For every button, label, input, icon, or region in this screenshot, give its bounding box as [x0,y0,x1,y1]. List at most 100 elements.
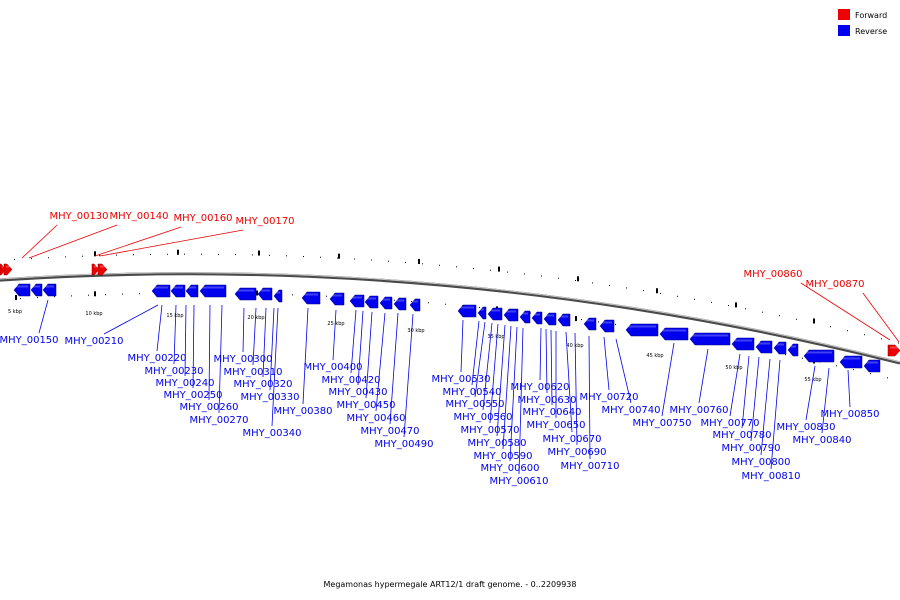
gene-label[interactable]: MHY_00620 [510,382,569,393]
gene-label[interactable]: MHY_00720 [579,392,638,403]
gene-label[interactable]: MHY_00320 [233,379,292,390]
gene-label[interactable]: MHY_00850 [820,409,879,420]
gene-label[interactable]: MHY_00530 [431,374,490,385]
reverse-gene-feature [599,319,615,333]
gene-label[interactable]: MHY_00780 [712,430,771,441]
gene-label[interactable]: MHY_00490 [374,439,433,450]
gene-label[interactable]: MHY_00710 [560,461,619,472]
ruler-dot [37,297,38,299]
gene-label[interactable]: MHY_00330 [240,392,299,403]
gene-label[interactable]: MHY_00400 [303,362,362,373]
ruler-dot [626,287,627,289]
gene-label[interactable]: MHY_00550 [445,399,504,410]
gene-label[interactable]: MHY_00310 [223,367,282,378]
ruler-dot [371,259,372,261]
forward-gene-feature [91,263,100,276]
gene-leader-line [38,299,49,334]
ruler-major-tick [577,276,579,282]
gene-label[interactable]: MHY_00610 [489,476,548,487]
gene-label[interactable]: MHY_00430 [328,387,387,398]
gene-label[interactable]: MHY_00740 [601,405,660,416]
gene-leader-line [365,311,373,399]
gene-label[interactable]: MHY_00270 [189,415,248,426]
reverse-gene-feature [273,289,283,303]
ruler-dot [473,267,474,269]
ruler-major-tick [338,253,340,259]
gene-label[interactable]: MHY_00750 [632,418,691,429]
gene-label[interactable]: MHY_00340 [242,428,301,439]
gene-label[interactable]: MHY_00650 [526,420,585,431]
ruler-dot [116,254,117,256]
forward-gene-feature [0,263,7,276]
ruler-dot [575,280,576,282]
gene-feature-shine [154,286,168,289]
legend-forward-label: Forward [855,11,887,20]
ruler-dot [105,294,106,296]
gene-label[interactable]: MHY_00570 [460,425,519,436]
ruler-dot [133,254,134,256]
gene-label[interactable]: MHY_00840 [792,435,851,446]
gene-label[interactable]: MHY_00590 [473,451,532,462]
gene-label[interactable]: MHY_00460 [346,413,405,424]
gene-label[interactable]: MHY_00860 [743,269,802,280]
gene-leader-line [821,367,830,434]
gene-label[interactable]: MHY_00640 [522,407,581,418]
gene-feature-shine [602,321,612,324]
gene-label[interactable]: MHY_00470 [360,426,419,437]
reverse-gene-feature [393,297,407,311]
gene-label[interactable]: MHY_00540 [442,387,501,398]
gene-feature-shine [560,315,568,318]
gene-label[interactable]: MHY_00210 [64,336,123,347]
ruler-dot [592,282,593,284]
ruler-dot [184,253,185,255]
gene-label[interactable]: MHY_00150 [0,335,59,346]
ruler-dot [507,271,508,273]
gene-label[interactable]: MHY_00810 [741,471,800,482]
gene-label[interactable]: MHY_00300 [213,354,272,365]
gene-leader-line [99,229,244,257]
gene-label[interactable]: MHY_00630 [517,395,576,406]
gene-label-lines [21,224,900,475]
gene-feature-shine [237,289,254,292]
reverse-gene-feature [477,306,487,320]
forward-gene-feature [3,263,13,276]
gene-leader-line [509,326,518,462]
ruler-dot [82,255,83,257]
reverse-gene-feature [234,287,257,301]
gene-label[interactable]: MHY_00250 [163,390,222,401]
gene-label[interactable]: MHY_00420 [321,375,380,386]
gene-label[interactable]: MHY_00670 [542,434,601,445]
gene-label[interactable]: MHY_00130 [49,211,108,222]
legend-reverse-swatch [838,25,850,36]
gene-label[interactable]: MHY_00760 [669,405,728,416]
ruler-dot [99,255,100,257]
gene-label[interactable]: MHY_00450 [336,400,395,411]
gene-label[interactable]: MHY_00830 [776,422,835,433]
gene-label[interactable]: MHY_00380 [273,406,332,417]
gene-label[interactable]: MHY_00580 [467,438,526,449]
ruler-dot [694,298,695,300]
ruler-dot [65,256,66,258]
gene-label[interactable]: MHY_00220 [127,353,186,364]
gene-label[interactable]: MHY_00560 [453,412,512,423]
gene-leader-line [271,307,279,427]
gene-label[interactable]: MHY_00160 [173,213,232,224]
gene-label[interactable]: MHY_00790 [721,443,780,454]
gene-label[interactable]: MHY_00770 [700,418,759,429]
reverse-gene-feature [170,284,186,298]
gene-label[interactable]: MHY_00240 [155,378,214,389]
gene-label[interactable]: MHY_00600 [480,463,539,474]
gene-label[interactable]: MHY_00230 [144,366,203,377]
gene-feature-shine [173,286,183,289]
gene-label[interactable]: MHY_00170 [235,216,294,227]
reverse-gene-feature [863,359,881,373]
gene-feature-shine [758,342,770,345]
gene-label[interactable]: MHY_00140 [109,211,168,222]
gene-label[interactable]: MHY_00260 [179,402,238,413]
ruler-dot [456,266,457,268]
reverse-gene-feature [803,349,835,363]
gene-label[interactable]: MHY_00870 [805,279,864,290]
gene-label[interactable]: MHY_00690 [547,447,606,458]
gene-label[interactable]: MHY_00800 [731,457,790,468]
